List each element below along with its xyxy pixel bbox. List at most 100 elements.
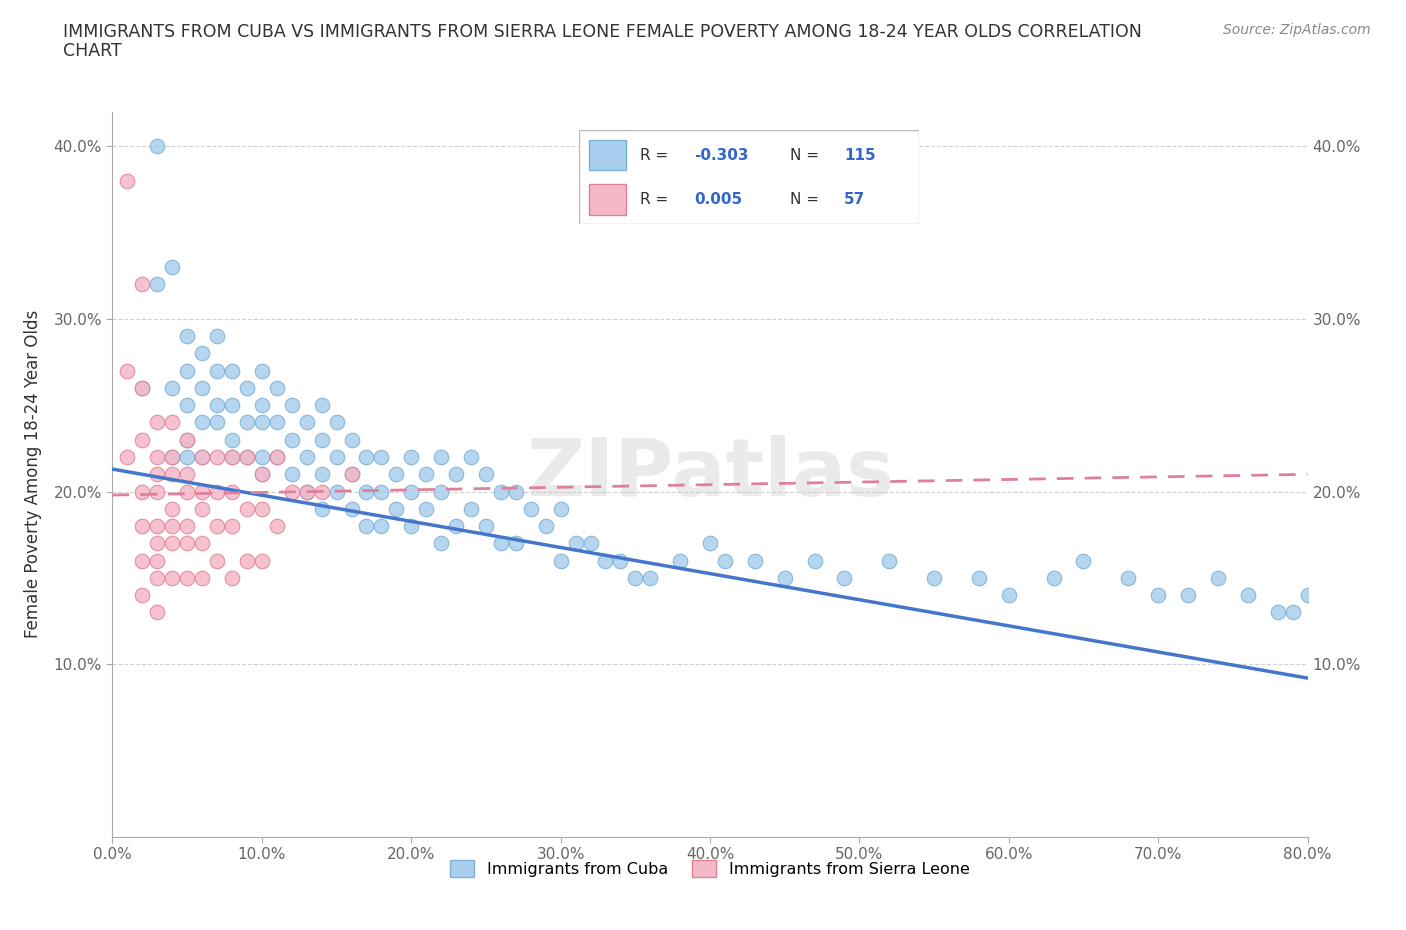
Point (1281, 605, 1303, 620)
Point (1296, 588, 1319, 603)
Point (266, 415, 288, 430)
Point (505, 536, 527, 551)
Point (162, 380, 183, 395)
Point (221, 432, 243, 447)
Point (205, 398, 228, 413)
Point (401, 485, 423, 499)
Point (131, 432, 153, 447)
Point (117, 449, 139, 464)
Text: IMMIGRANTS FROM CUBA VS IMMIGRANTS FROM SIERRA LEONE FEMALE POVERTY AMONG 18-24 : IMMIGRANTS FROM CUBA VS IMMIGRANTS FROM … (63, 23, 1142, 41)
Point (191, 346, 214, 361)
Point (176, 570, 198, 585)
Point (176, 519, 198, 534)
Point (221, 398, 243, 413)
Point (744, 553, 766, 568)
Point (370, 449, 392, 464)
Point (236, 380, 259, 395)
Point (998, 588, 1021, 603)
Point (550, 553, 572, 568)
Point (489, 485, 512, 499)
Point (131, 485, 153, 499)
Point (311, 485, 333, 499)
Point (146, 536, 169, 551)
Point (266, 519, 288, 534)
Point (162, 570, 183, 585)
Point (146, 605, 169, 620)
Point (162, 467, 183, 482)
Point (401, 519, 423, 534)
Point (534, 519, 557, 534)
Point (1371, 605, 1393, 620)
Point (236, 553, 259, 568)
Y-axis label: Female Poverty Among 18-24 Year Olds: Female Poverty Among 18-24 Year Olds (24, 311, 42, 638)
Point (444, 519, 467, 534)
Point (146, 553, 169, 568)
Point (236, 415, 259, 430)
Point (146, 449, 169, 464)
Point (266, 449, 288, 464)
Point (266, 449, 288, 464)
Point (356, 449, 378, 464)
Point (250, 553, 273, 568)
Point (117, 173, 139, 188)
Point (564, 536, 586, 551)
Text: Source: ZipAtlas.com: Source: ZipAtlas.com (1223, 23, 1371, 37)
Point (340, 467, 363, 482)
Point (221, 570, 243, 585)
Point (295, 449, 318, 464)
Point (1177, 588, 1199, 603)
Point (191, 449, 214, 464)
Point (295, 415, 318, 430)
Point (1400, 640, 1406, 655)
Point (191, 485, 214, 499)
Point (205, 553, 228, 568)
Point (281, 432, 304, 447)
Point (146, 570, 169, 585)
Point (699, 536, 721, 551)
Point (250, 398, 273, 413)
Point (281, 467, 304, 482)
Point (370, 485, 392, 499)
Point (176, 536, 198, 551)
Point (250, 467, 273, 482)
Point (176, 432, 198, 447)
Point (340, 467, 363, 482)
Point (221, 364, 243, 379)
Point (191, 501, 214, 516)
Point (162, 501, 183, 516)
Point (311, 501, 333, 516)
Point (356, 485, 378, 499)
Point (176, 432, 198, 447)
Point (624, 570, 647, 585)
Point (146, 519, 169, 534)
Point (340, 501, 363, 516)
Point (205, 519, 228, 534)
Point (205, 328, 228, 343)
Point (356, 519, 378, 534)
Point (1206, 570, 1229, 585)
Point (191, 536, 214, 551)
Point (162, 259, 183, 274)
Point (162, 536, 183, 551)
Point (714, 553, 737, 568)
Point (340, 432, 363, 447)
Point (221, 449, 243, 464)
Point (205, 485, 228, 499)
Point (236, 449, 259, 464)
Point (205, 449, 228, 464)
Point (250, 364, 273, 379)
Point (131, 380, 153, 395)
Point (117, 364, 139, 379)
Point (967, 570, 990, 585)
Point (131, 588, 153, 603)
Point (250, 415, 273, 430)
Point (609, 553, 631, 568)
Point (325, 415, 347, 430)
Point (640, 570, 662, 585)
Point (295, 485, 318, 499)
Point (250, 449, 273, 464)
Point (475, 519, 498, 534)
Point (550, 501, 572, 516)
Point (385, 467, 408, 482)
Point (1237, 588, 1260, 603)
